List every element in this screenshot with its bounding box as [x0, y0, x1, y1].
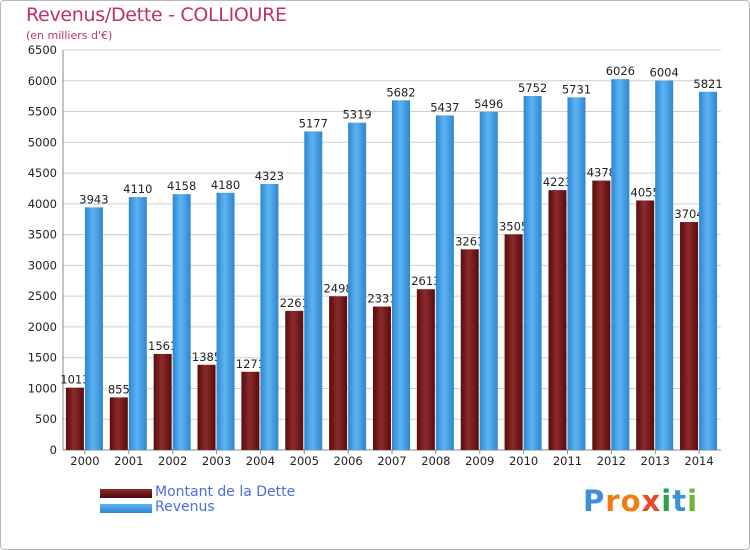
bar-debt: [548, 190, 567, 450]
data-label-debt: 3505: [499, 219, 528, 233]
data-label-debt: 4378: [587, 166, 616, 180]
data-label-debt: 4223: [543, 175, 572, 189]
proxiti-logo: Proxiti: [583, 484, 699, 518]
bar-debt: [153, 353, 172, 450]
bar-debt: [592, 180, 611, 451]
data-label-revenue: 5731: [562, 82, 591, 96]
x-tick-label: 2008: [421, 454, 450, 468]
x-tick-label: 2002: [158, 454, 187, 468]
data-label-revenue: 4323: [255, 169, 284, 183]
chart-subtitle: (en milliers d'€): [26, 29, 113, 42]
bar-revenue: [699, 91, 718, 451]
bar-revenue: [479, 111, 498, 451]
data-label-revenue: 4180: [211, 178, 240, 192]
data-label-revenue: 5437: [430, 100, 459, 114]
data-label-revenue: 5752: [518, 81, 547, 95]
data-label-revenue: 3943: [79, 192, 108, 206]
y-tick-label: 4000: [28, 197, 57, 211]
bar-debt: [197, 364, 216, 450]
x-tick-label: 2006: [333, 454, 362, 468]
bar-revenue: [84, 207, 103, 450]
data-label-revenue: 5682: [386, 85, 415, 99]
bar-revenue: [128, 197, 147, 450]
y-tick-label: 0: [50, 443, 57, 457]
y-tick-label: 3000: [28, 258, 57, 272]
data-label-debt: 2498: [323, 281, 352, 295]
data-label-revenue: 4110: [123, 182, 152, 196]
bar-revenue: [567, 97, 586, 451]
y-tick-label: 5000: [28, 135, 57, 149]
data-label-revenue: 6026: [606, 64, 635, 78]
x-tick-label: 2004: [246, 454, 275, 468]
y-tick-label: 500: [35, 412, 57, 426]
bar-debt: [65, 387, 84, 450]
data-label-debt: 3261: [455, 234, 484, 248]
legend-swatch-revenue: [100, 504, 152, 513]
y-tick-label: 4500: [28, 166, 57, 180]
data-label-debt: 1561: [148, 339, 177, 353]
bar-revenue: [348, 122, 367, 450]
y-tick-label: 2000: [28, 320, 57, 334]
bar-revenue: [435, 115, 454, 451]
bar-debt: [680, 222, 699, 450]
bar-revenue: [611, 79, 630, 451]
y-tick-label: 5500: [28, 105, 57, 119]
bar-revenue: [523, 96, 542, 451]
bar-debt: [285, 310, 304, 450]
data-label-revenue: 5496: [474, 97, 503, 111]
x-tick-label: 2003: [202, 454, 231, 468]
y-tick-label: 1000: [28, 381, 57, 395]
bar-debt: [329, 296, 348, 450]
data-label-debt: 1271: [236, 357, 265, 371]
bar-revenue: [260, 183, 279, 450]
x-tick-label: 2012: [597, 454, 626, 468]
y-tick-label: 6000: [28, 74, 57, 88]
y-tick-label: 1500: [28, 351, 57, 365]
bar-revenue: [216, 192, 235, 450]
x-tick-label: 2005: [290, 454, 319, 468]
data-label-debt: 4055: [631, 185, 660, 199]
legend-label-debt: Montant de la Dette: [155, 484, 296, 500]
data-label-revenue: 5177: [299, 116, 328, 130]
data-label-debt: 2331: [367, 292, 396, 306]
bar-revenue: [392, 100, 410, 450]
x-tick-label: 2009: [465, 454, 494, 468]
data-label-debt: 2261: [280, 296, 309, 310]
x-tick-label: 2010: [509, 454, 538, 468]
bar-debt: [109, 397, 128, 450]
data-label-debt: 1013: [60, 373, 89, 387]
bar-revenue: [655, 80, 674, 451]
data-label-revenue: 5821: [693, 77, 722, 91]
bar-debt: [416, 289, 435, 450]
bar-revenue: [172, 194, 191, 450]
chart-title: Revenus/Dette - COLLIOURE: [26, 4, 287, 26]
y-tick-label: 6500: [28, 43, 57, 57]
x-tick-label: 2000: [70, 454, 99, 468]
x-tick-label: 2007: [377, 454, 406, 468]
bar-debt: [373, 306, 391, 450]
x-tick-label: 2013: [641, 454, 670, 468]
data-label-revenue: 4158: [167, 179, 196, 193]
data-label-revenue: 5319: [342, 108, 371, 122]
data-label-revenue: 6004: [650, 66, 679, 80]
x-tick-label: 2001: [114, 454, 143, 468]
y-tick-label: 3500: [28, 228, 57, 242]
x-tick-label: 2014: [684, 454, 713, 468]
bar-debt: [504, 234, 523, 450]
data-label-debt: 3704: [674, 207, 703, 221]
legend-label-revenue: Revenus: [155, 499, 215, 515]
bar-debt: [460, 249, 479, 450]
y-tick-label: 2500: [28, 289, 57, 303]
bar-revenue: [304, 131, 323, 450]
x-tick-label: 2011: [553, 454, 582, 468]
legend-swatch-debt: [100, 489, 152, 498]
bar-debt: [241, 371, 260, 450]
bar-debt: [636, 200, 655, 450]
data-label-debt: 2613: [411, 274, 440, 288]
data-label-debt: 1385: [192, 350, 221, 364]
data-label-debt: 855: [108, 382, 130, 396]
